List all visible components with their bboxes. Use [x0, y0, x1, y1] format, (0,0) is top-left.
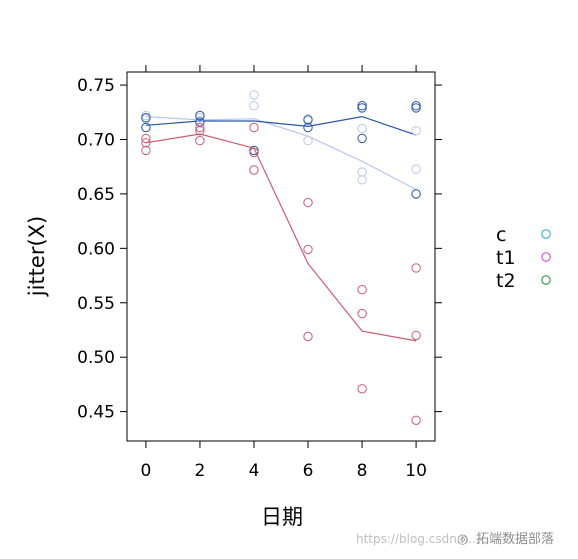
- data-point: [303, 331, 313, 342]
- data-point: [303, 122, 313, 133]
- legend-label: t2: [496, 270, 516, 292]
- x-tick-label: 10: [405, 461, 427, 481]
- data-point: [357, 384, 367, 394]
- data-point: [141, 122, 151, 133]
- trend-line: [145, 115, 417, 136]
- data-point: [411, 126, 421, 136]
- watermark: https://blog.csdn.n... ◎ 拓端数据部落: [356, 532, 554, 547]
- data-point: [411, 330, 421, 341]
- data-points: [141, 90, 421, 425]
- data-point: [303, 115, 313, 125]
- watermark-logo-icon: ◎: [457, 532, 468, 547]
- data-point: [141, 133, 151, 144]
- data-point: [141, 145, 151, 156]
- data-point: [303, 197, 313, 208]
- data-point: [249, 122, 259, 133]
- data-point: [357, 285, 367, 295]
- plot-frame: [126, 71, 436, 442]
- x-tick-label: 8: [357, 461, 368, 481]
- legend-marker: [541, 275, 551, 285]
- data-point: [411, 164, 421, 174]
- data-point: [411, 101, 421, 111]
- y-tick-label: 0.45: [77, 403, 115, 423]
- data-point: [357, 101, 367, 111]
- y-tick-label: 0.75: [77, 76, 115, 96]
- data-point: [357, 123, 367, 134]
- legend-marker: [541, 229, 551, 239]
- data-point: [249, 101, 259, 111]
- data-point: [141, 138, 151, 148]
- watermark-url: https://blog.csdn.n...: [356, 532, 480, 546]
- data-point: [303, 135, 313, 146]
- data-point: [357, 167, 367, 177]
- trend-line: [145, 116, 417, 191]
- data-point: [357, 308, 367, 319]
- y-axis-title: jitter(X): [25, 216, 49, 297]
- x-tick-label: 4: [249, 461, 260, 481]
- legend-label: t1: [496, 247, 516, 269]
- y-tick-label: 0.55: [77, 294, 115, 314]
- data-point: [411, 415, 421, 425]
- data-point: [411, 103, 421, 113]
- trend-line: [145, 133, 417, 342]
- data-point: [357, 133, 367, 144]
- y-tick-label: 0.50: [77, 348, 115, 368]
- data-point: [195, 122, 205, 133]
- data-point: [141, 113, 151, 123]
- data-point: [249, 145, 259, 156]
- data-point: [249, 165, 259, 175]
- watermark-brand: 拓端数据部落: [476, 532, 554, 547]
- trend-lines: [145, 115, 417, 342]
- x-tick-label: 6: [303, 461, 314, 481]
- x-axis-title: 日期: [261, 505, 303, 529]
- data-point: [249, 147, 259, 158]
- data-point: [195, 135, 205, 146]
- data-point: [411, 263, 421, 273]
- data-point: [141, 110, 151, 121]
- data-point: [249, 90, 259, 100]
- data-point: [357, 103, 367, 113]
- legend-label: c: [496, 224, 506, 246]
- y-tick-label: 0.65: [77, 185, 115, 205]
- x-tick-label: 0: [140, 461, 151, 481]
- axis-ticks: 0 2 4 6 8 10 0.45 0.50 0.55 0.60 0.65 0.70 0.75: [77, 65, 442, 481]
- data-point: [411, 189, 421, 199]
- data-point: [195, 110, 205, 121]
- legend-marker: [541, 252, 551, 262]
- data-point: [357, 175, 367, 185]
- y-tick-label: 0.70: [77, 130, 115, 150]
- data-point: [195, 126, 205, 136]
- data-point: [303, 244, 313, 255]
- x-tick-label: 2: [195, 461, 206, 481]
- data-point: [195, 113, 205, 123]
- y-tick-label: 0.60: [77, 239, 115, 259]
